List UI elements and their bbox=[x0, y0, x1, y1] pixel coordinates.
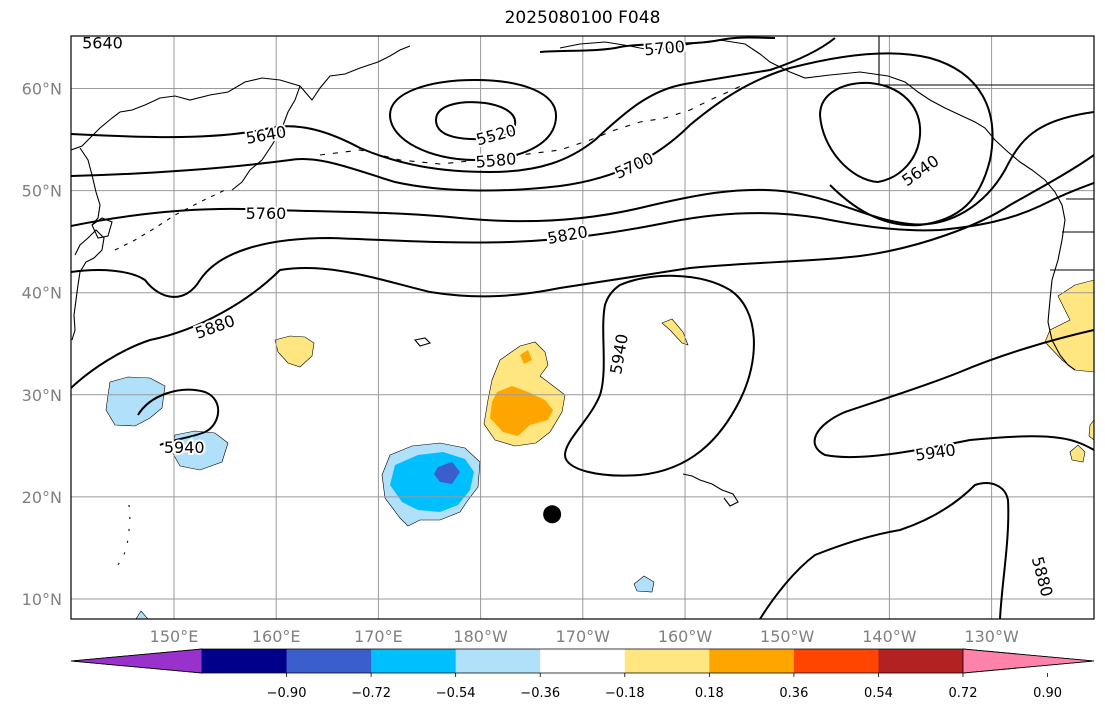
map-title: 2025080100 F048 bbox=[504, 8, 661, 28]
lon-tick-label: 160°E bbox=[252, 627, 301, 646]
lon-tick-label: 170°W bbox=[556, 627, 611, 646]
colorbar-tick-label: −0.18 bbox=[605, 686, 645, 701]
lon-tick-label: 170°E bbox=[354, 627, 403, 646]
anomaly-shading bbox=[105, 279, 1094, 619]
contour-5820 bbox=[71, 182, 1094, 298]
lat-tick-label: 50°N bbox=[22, 182, 62, 201]
contour-5640-west bbox=[71, 37, 836, 174]
coastline-kurils bbox=[114, 189, 226, 251]
svg-text:5940: 5940 bbox=[164, 438, 205, 457]
contour-5640-east bbox=[818, 81, 922, 184]
colorbar-segment bbox=[202, 649, 288, 673]
contour-5880-south bbox=[759, 482, 1010, 619]
contour-label: 5940 bbox=[162, 436, 207, 459]
anomaly-yellow-patch bbox=[274, 335, 315, 368]
colorbar-tick-label: 0.36 bbox=[779, 686, 808, 701]
anomaly-yellow-patch bbox=[1069, 444, 1086, 463]
anomaly-lightblue-patch bbox=[171, 430, 229, 471]
anomaly-yellow-patch bbox=[1088, 419, 1094, 441]
contour-5580 bbox=[388, 78, 558, 162]
contour-label: 5580 bbox=[473, 147, 519, 173]
colorbar-tick-label: −0.54 bbox=[436, 686, 476, 701]
coastline-sakhalin bbox=[79, 147, 101, 226]
colorbar-outline bbox=[70, 648, 1095, 674]
colorbar-segment bbox=[709, 649, 795, 673]
contour-5700-top bbox=[539, 36, 776, 53]
colorbar-extend-low bbox=[70, 648, 203, 674]
anomaly-orange-patch bbox=[490, 386, 553, 436]
contour-5700 bbox=[71, 52, 994, 227]
coastline-japan bbox=[71, 229, 105, 341]
lat-tick-label: 40°N bbox=[22, 284, 62, 303]
anomaly-orange-patch bbox=[520, 350, 532, 364]
contour-5880 bbox=[71, 154, 1094, 389]
contour-5940-east bbox=[813, 329, 1094, 459]
svg-text:5640: 5640 bbox=[82, 34, 123, 53]
colorbar-tick-label: 0.18 bbox=[695, 686, 724, 701]
colorbar-segment bbox=[286, 649, 372, 673]
coastline-hawaii bbox=[682, 473, 739, 507]
contour-5520 bbox=[434, 101, 517, 141]
colorbar-tick-label: 0.72 bbox=[949, 686, 978, 701]
lon-tick-label: 130°W bbox=[964, 627, 1019, 646]
svg-text:5700: 5700 bbox=[643, 37, 685, 59]
lon-tick-label: 150°W bbox=[760, 627, 815, 646]
contour-5940-west bbox=[137, 388, 220, 446]
colorbar-segment bbox=[793, 649, 879, 673]
coastline-kamchatka bbox=[231, 85, 301, 191]
colorbar-tick-label: 0.54 bbox=[864, 686, 893, 701]
contour-label: 5760 bbox=[244, 202, 289, 225]
axis-tick-labels: 60°N 50°N 40°N 30°N 20°N 10°N 150°E 160°E 170°E 1… bbox=[22, 80, 1019, 647]
colorbar-segment bbox=[878, 649, 964, 673]
anomaly-royalblue-patch bbox=[434, 462, 460, 484]
coastline-asia bbox=[71, 45, 411, 151]
lat-tick-label: 60°N bbox=[22, 80, 62, 99]
coastline-hokkaido bbox=[91, 217, 113, 239]
lon-tick-label: 160°W bbox=[658, 627, 713, 646]
colorbar-tick-label: −0.72 bbox=[351, 686, 391, 701]
lon-tick-label: 180°W bbox=[453, 627, 508, 646]
coastline-aleutians bbox=[319, 83, 746, 165]
anomaly-lightblue-patch bbox=[135, 610, 149, 619]
colorbar-segment bbox=[624, 649, 710, 673]
colorbar-tick-label: −0.90 bbox=[267, 686, 307, 701]
colorbar-extend-high bbox=[962, 648, 1095, 674]
anomaly-yellow-patch bbox=[661, 318, 689, 346]
svg-text:5760: 5760 bbox=[246, 204, 287, 223]
graticule bbox=[71, 36, 1094, 619]
colorbar-segment bbox=[371, 649, 457, 673]
svg-text:5580: 5580 bbox=[475, 149, 517, 171]
colorbar-segment bbox=[455, 649, 541, 673]
lat-tick-label: 30°N bbox=[22, 386, 62, 405]
anomaly-lightblue-patch bbox=[633, 575, 655, 593]
colorbar-tick-label: 0.90 bbox=[1033, 686, 1062, 701]
colorbar-tick-label: −0.36 bbox=[520, 686, 560, 701]
lon-tick-label: 140°W bbox=[862, 627, 917, 646]
contour-5940-central bbox=[563, 274, 755, 477]
colorbar: −0.90 −0.72 −0.54 −0.36 −0.18 0.18 0.36 0.54 0.7… bbox=[70, 648, 1095, 701]
contour-label: 5700 bbox=[641, 36, 687, 61]
map-frame bbox=[70, 35, 1095, 620]
colorbar-segment bbox=[540, 649, 626, 673]
anomaly-lightblue-patch bbox=[105, 376, 166, 427]
contour-5760 bbox=[71, 111, 1094, 227]
contour-label: 5640 bbox=[80, 34, 125, 55]
lon-tick-label: 150°E bbox=[150, 627, 199, 646]
height-contours bbox=[71, 36, 1094, 619]
lat-tick-label: 20°N bbox=[22, 488, 62, 507]
location-marker[interactable] bbox=[543, 505, 562, 524]
coastline-islands bbox=[413, 337, 432, 347]
lat-tick-label: 10°N bbox=[22, 590, 62, 609]
